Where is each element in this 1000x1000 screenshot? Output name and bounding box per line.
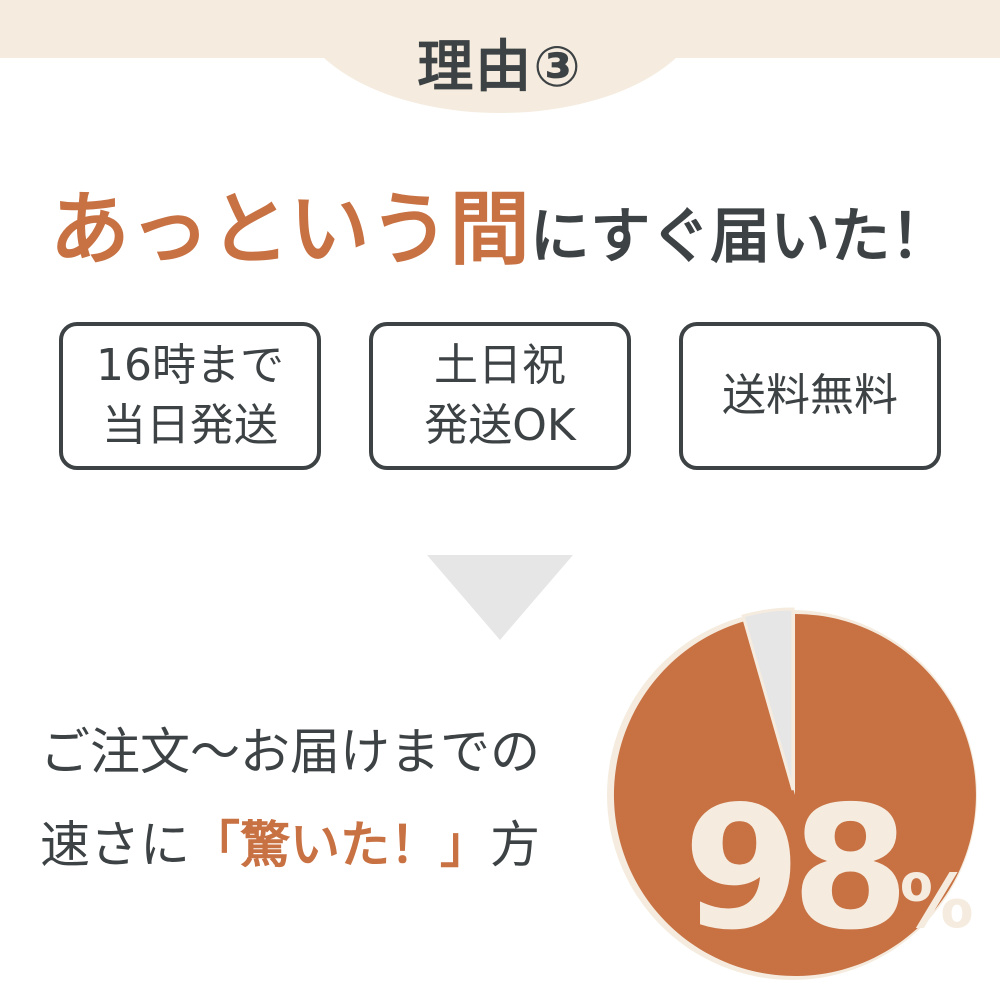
percent-unit: % (899, 859, 974, 945)
pie-slice-main (613, 614, 976, 976)
down-arrow-icon (427, 555, 573, 640)
claim-line-2: 速さに「驚いた！」方 (40, 805, 540, 877)
badge-line: 当日発送 (102, 400, 278, 451)
claim-pre: 速さに (40, 816, 190, 874)
claim-highlight: 「驚いた！」 (190, 816, 490, 874)
badge-line: 土日祝 (434, 340, 566, 391)
headline-emphasis: あっという間 (49, 183, 530, 276)
badge-line: 送料無料 (722, 370, 898, 421)
badge-line: 発送OK (424, 400, 576, 451)
headline-rest: にすぐ届いた！ (529, 202, 951, 272)
badge-free-shipping: 送料無料 (679, 322, 941, 470)
claim-post: 方 (490, 816, 540, 874)
claim-line-1: ご注文～お届けまでの (40, 723, 540, 781)
badge-line: 16時まで (96, 340, 284, 391)
pie-percent-label: 98% (683, 770, 974, 968)
headline: あっという間にすぐ届いた！ (0, 165, 1000, 281)
pie-slice-remainder (741, 607, 795, 791)
percent-number: 98 (683, 770, 910, 968)
header-tab (295, 0, 705, 113)
section-title: 理由③ (417, 35, 583, 100)
badge-weekend: 土日祝 発送OK (369, 322, 631, 470)
badge-same-day: 16時まで 当日発送 (59, 322, 321, 470)
